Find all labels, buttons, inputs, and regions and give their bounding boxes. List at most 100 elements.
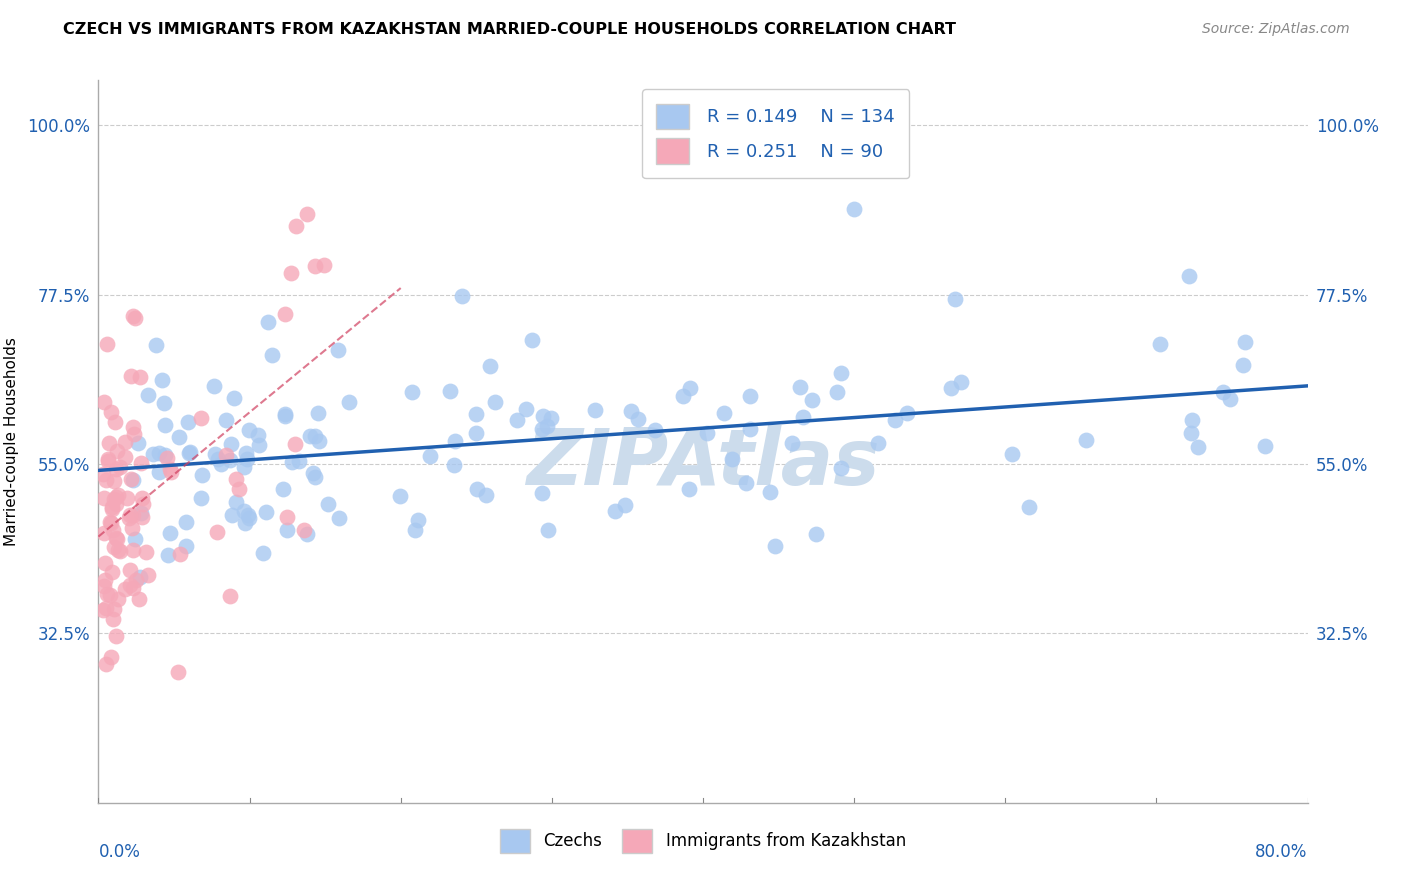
Point <box>464 407 486 421</box>
Point <box>100 650 122 665</box>
Point <box>105 532 128 546</box>
Point <box>122 582 145 596</box>
Point <box>93 491 115 505</box>
Point <box>124 310 146 325</box>
Point <box>297 526 319 541</box>
Point <box>104 416 127 430</box>
Point <box>1187 440 1209 454</box>
Point <box>103 540 125 554</box>
Point <box>238 423 260 437</box>
Point <box>190 411 212 425</box>
Point <box>758 485 780 500</box>
Point <box>304 259 326 273</box>
Point <box>465 483 488 497</box>
Point <box>262 348 284 362</box>
Point <box>506 413 529 427</box>
Point <box>830 367 852 381</box>
Point <box>204 447 226 461</box>
Point <box>284 437 307 451</box>
Point <box>174 539 197 553</box>
Point <box>169 430 191 444</box>
Point <box>114 582 136 597</box>
Text: 0.0%: 0.0% <box>98 843 141 861</box>
Legend: Czechs, Immigrants from Kazakhstan: Czechs, Immigrants from Kazakhstan <box>494 822 912 860</box>
Point <box>254 505 277 519</box>
Point <box>100 501 122 516</box>
Point <box>233 460 256 475</box>
Point <box>672 389 695 403</box>
Point <box>105 462 128 476</box>
Point <box>479 359 502 374</box>
Point <box>156 548 179 562</box>
Point <box>93 526 115 541</box>
Point <box>131 506 153 520</box>
Point <box>484 394 506 409</box>
Point <box>418 449 440 463</box>
Point <box>439 384 461 399</box>
Point <box>98 436 121 450</box>
Point <box>103 474 125 488</box>
Point <box>150 373 173 387</box>
Point <box>100 516 122 531</box>
Point <box>110 459 132 474</box>
Point <box>225 495 247 509</box>
Point <box>1180 425 1202 440</box>
Point <box>103 492 125 507</box>
Point <box>1212 385 1234 400</box>
Point <box>177 446 200 460</box>
Point <box>295 207 318 221</box>
Point <box>118 511 141 525</box>
Point <box>274 407 297 421</box>
Point <box>288 454 311 468</box>
Point <box>124 533 146 547</box>
Point <box>129 370 152 384</box>
Point <box>236 452 259 467</box>
Point <box>98 589 121 603</box>
Point <box>104 491 127 505</box>
Point <box>388 489 411 503</box>
Point <box>274 307 297 321</box>
Point <box>121 420 143 434</box>
Point <box>124 426 146 441</box>
Point <box>884 413 907 427</box>
Point <box>792 410 814 425</box>
Point <box>530 486 553 500</box>
Point <box>131 497 153 511</box>
Point <box>219 589 242 603</box>
Point <box>713 405 735 419</box>
Point <box>734 475 756 490</box>
Point <box>209 457 232 471</box>
Point <box>104 629 127 643</box>
Point <box>159 465 181 479</box>
Point <box>804 527 827 541</box>
Point <box>1001 447 1024 461</box>
Point <box>100 500 122 515</box>
Point <box>328 510 350 524</box>
Point <box>298 428 321 442</box>
Point <box>233 504 256 518</box>
Point <box>91 603 114 617</box>
Point <box>583 403 606 417</box>
Point <box>218 453 240 467</box>
Point <box>169 548 191 562</box>
Point <box>101 523 124 537</box>
Point <box>1178 268 1201 283</box>
Point <box>148 465 170 479</box>
Point <box>515 402 537 417</box>
Point <box>247 438 270 452</box>
Point <box>256 316 278 330</box>
Point <box>94 657 117 672</box>
Point <box>827 384 849 399</box>
Point <box>520 334 543 348</box>
Point <box>1254 439 1277 453</box>
Point <box>97 453 120 467</box>
Point <box>129 456 152 470</box>
Point <box>644 423 666 437</box>
Point <box>94 557 117 571</box>
Point <box>107 543 129 558</box>
Point <box>136 388 159 402</box>
Point <box>450 289 472 303</box>
Point <box>273 409 295 423</box>
Point <box>103 601 125 615</box>
Point <box>127 435 149 450</box>
